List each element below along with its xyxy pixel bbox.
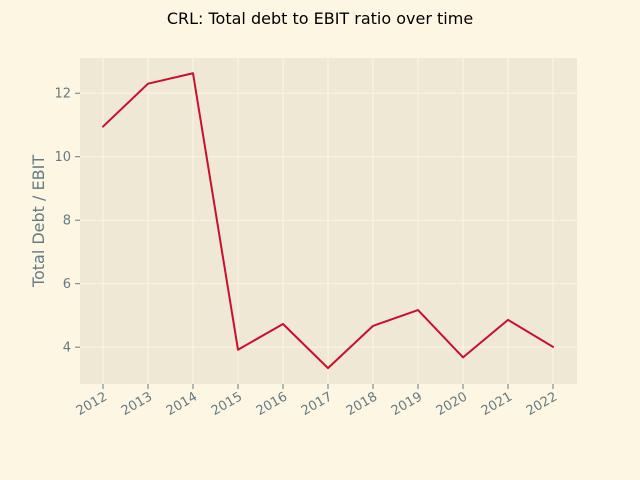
x-tick-label: 2012	[74, 389, 110, 419]
y-tick-label: 4	[63, 341, 71, 356]
x-tick-label: 2019	[389, 389, 425, 419]
y-axis-label: Total Debt / EBIT	[29, 155, 48, 288]
x-tick-label: 2018	[344, 389, 380, 419]
x-tick-label: 2022	[524, 389, 560, 419]
x-tick-label: 2020	[434, 389, 470, 419]
y-tick-label: 12	[54, 87, 71, 102]
chart-title: CRL: Total debt to EBIT ratio over time	[167, 9, 473, 28]
y-tick-label: 10	[54, 150, 71, 165]
y-tick-label: 8	[63, 214, 71, 229]
series-line	[102, 72, 554, 370]
x-tick-label: 2015	[209, 389, 245, 419]
y-tick-label: 6	[63, 277, 71, 292]
x-tick-label: 2014	[164, 389, 200, 419]
series	[102, 72, 554, 370]
grid	[80, 58, 577, 384]
x-tick-label: 2013	[119, 389, 155, 419]
x-tick-label: 2017	[299, 389, 335, 419]
x-tick-label: 2021	[479, 389, 515, 419]
x-tick-label: 2016	[254, 389, 290, 419]
